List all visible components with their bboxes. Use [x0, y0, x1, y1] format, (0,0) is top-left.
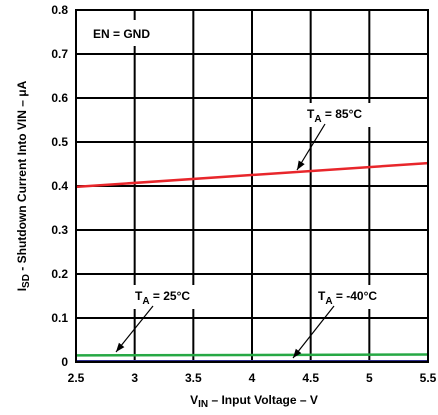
y-axis-label-sub: SD [21, 274, 32, 288]
x-axis-label-rest: – Input Voltage – V [208, 393, 318, 407]
series-line [76, 355, 428, 356]
series-label-rest: = 25°C [150, 289, 191, 303]
y-axis-label: ISD - Shutdown Current Into VIN – μA [15, 80, 32, 291]
x-tick-label: 2.5 [68, 371, 85, 385]
y-tick-label: 0.4 [51, 179, 68, 193]
y-tick-label: 0.1 [51, 311, 68, 325]
y-tick-label: 0.2 [51, 267, 68, 281]
x-axis-label: VIN – Input Voltage – V [190, 393, 318, 410]
x-axis-label-main: V [190, 393, 198, 407]
x-tick-label: 5.5 [420, 371, 437, 385]
series-label-arrowhead [297, 160, 305, 170]
x-tick-label: 3 [131, 371, 138, 385]
series-label-sub: A [314, 114, 321, 125]
x-tick-labels: 2.5 3 3.5 4 4.5 5 5.5 [68, 371, 437, 385]
series-label-arrowhead [293, 349, 301, 358]
y-tick-label: 0.5 [51, 135, 68, 149]
y-tick-label: 0.8 [51, 3, 68, 17]
grid-lines [76, 10, 428, 362]
y-tick-label: 0 [61, 355, 68, 369]
x-tick-label: 5 [366, 371, 373, 385]
y-tick-label: 0.3 [51, 223, 68, 237]
series-label-rest: = 85°C [322, 107, 363, 121]
series-label-sub: A [142, 296, 149, 307]
y-tick-label: 0.6 [51, 91, 68, 105]
series-label-arrowhead [116, 343, 124, 352]
x-tick-label: 4.5 [302, 371, 319, 385]
y-axis-label-rest: - Shutdown Current Into VIN – μA [15, 80, 29, 274]
series-label-rest: = -40°C [333, 289, 378, 303]
x-axis-label-sub: IN [198, 399, 208, 410]
series-label-sub: A [325, 296, 332, 307]
y-tick-labels: 0 0.1 0.2 0.3 0.4 0.5 0.6 0.7 0.8 [51, 3, 68, 369]
x-tick-label: 3.5 [185, 371, 202, 385]
x-tick-label: 4 [249, 371, 256, 385]
series-label-arrow [293, 306, 334, 358]
condition-label: EN = GND [93, 27, 150, 41]
y-tick-label: 0.7 [51, 47, 68, 61]
